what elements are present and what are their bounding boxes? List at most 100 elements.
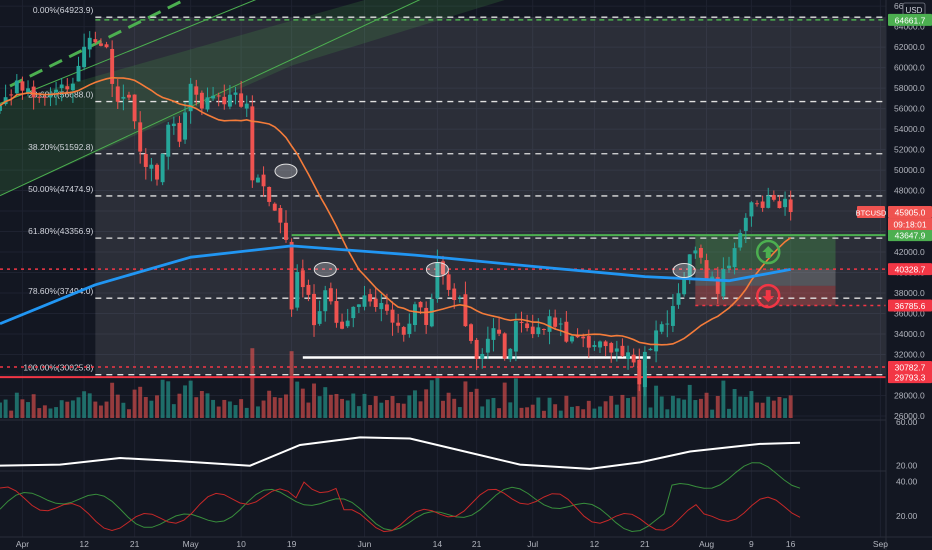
candle-body (676, 293, 681, 305)
volume-bar (65, 401, 70, 418)
candle-body (194, 86, 199, 95)
candle-body (788, 199, 793, 213)
candle-body (65, 86, 70, 90)
volume-bar (541, 410, 546, 418)
volume-bar (710, 409, 715, 418)
volume-bar (497, 408, 502, 418)
time-tick-label: 10 (236, 539, 246, 549)
grid-lines (0, 0, 886, 537)
volume-bar (777, 396, 782, 418)
volume-bar (199, 390, 204, 418)
volume-bar (239, 399, 244, 418)
candle-body (351, 306, 356, 319)
candle-body (143, 153, 148, 167)
candle-body (222, 96, 227, 105)
candle-body (317, 311, 322, 324)
volume-bar (340, 398, 345, 418)
volume-bar (3, 399, 8, 418)
candle-body (373, 298, 378, 308)
volume-bar (104, 401, 109, 418)
volume-bar (513, 378, 518, 418)
volume-bar (300, 388, 305, 418)
volume-bar (783, 398, 788, 418)
candle-body (31, 86, 36, 98)
volume-bar (771, 400, 776, 418)
volume-bar (87, 393, 92, 418)
volume-bar (255, 406, 260, 418)
volume-bar (368, 405, 373, 418)
volume-bar (620, 394, 625, 418)
volume-bar (435, 376, 440, 418)
volume-bar (82, 391, 87, 418)
volume-bar (110, 382, 115, 418)
price-tick-label: 36000.0 (894, 309, 925, 319)
candle-body (642, 351, 647, 388)
candle-body (188, 83, 193, 112)
candle-body (244, 103, 249, 109)
candle-body (738, 232, 743, 248)
volume-bar (334, 393, 339, 418)
candle-body (272, 203, 277, 211)
price-tick-label: 32000.0 (894, 349, 925, 359)
price-tick-label: 54000.0 (894, 124, 925, 134)
volume-bar (373, 396, 378, 418)
volume-bar (284, 394, 288, 418)
indicator-2-tick-label: 20.00 (896, 511, 918, 521)
volume-bar (626, 398, 631, 418)
candle-body (177, 122, 182, 142)
candle-body (648, 348, 653, 351)
candle-body (715, 277, 720, 294)
candle-body (14, 80, 19, 94)
candle-body (603, 341, 608, 347)
price-tag-box (888, 371, 932, 384)
candle-body (138, 122, 143, 152)
volume-bar (233, 405, 238, 418)
candle-body (199, 92, 204, 109)
volume-bar (70, 400, 75, 418)
volume-bar (312, 383, 316, 418)
candle-body (581, 336, 586, 339)
candle-body (26, 88, 31, 93)
volume-bar (155, 395, 159, 418)
volume-bar (687, 384, 692, 418)
volume-bar (211, 399, 216, 418)
candle-body (502, 333, 507, 359)
candle-body (205, 97, 210, 110)
candle-body (474, 339, 479, 359)
candle-body (631, 354, 636, 363)
volume-bar (278, 397, 283, 418)
price-tick-label: 52000.0 (894, 145, 925, 155)
volume-bar (54, 407, 59, 418)
volume-bar (760, 402, 765, 418)
candle-body (463, 294, 468, 327)
price-tag-box (888, 299, 932, 312)
time-tick-label: 21 (130, 539, 140, 549)
volume-bar (14, 392, 19, 418)
volume-bar (536, 397, 541, 418)
fib-level-label: 78.60%(37494.0) (28, 286, 93, 296)
candle-body (0, 105, 2, 111)
volume-bar (396, 403, 401, 418)
volume-bar (250, 348, 255, 418)
price-tick-label: 48000.0 (894, 186, 925, 196)
candle-body (407, 323, 412, 335)
volume-bar (149, 400, 154, 418)
candle-body (250, 106, 255, 181)
fast-moving-average (0, 76, 792, 346)
candle-body (519, 321, 524, 323)
time-axis: Apr 12 21 May 10 19 Jun 14 21 Jul 12 21 Aug 9 16 Sep (0, 536, 932, 549)
price-tick-label: 26000.0 (894, 411, 925, 421)
candle-body (755, 203, 759, 205)
volume-bar (480, 406, 485, 418)
candle-body (227, 94, 232, 107)
volume-bar (553, 404, 558, 418)
price-tag-box (888, 360, 932, 373)
price-tag-label: 45905.0 (895, 208, 926, 218)
candle-body (704, 260, 709, 280)
symbol-tag-box (857, 206, 885, 219)
price-tag-label: 64661.7 (895, 15, 926, 25)
candle-body (70, 83, 75, 91)
slow-moving-average (0, 244, 791, 325)
candle-body (749, 202, 754, 217)
